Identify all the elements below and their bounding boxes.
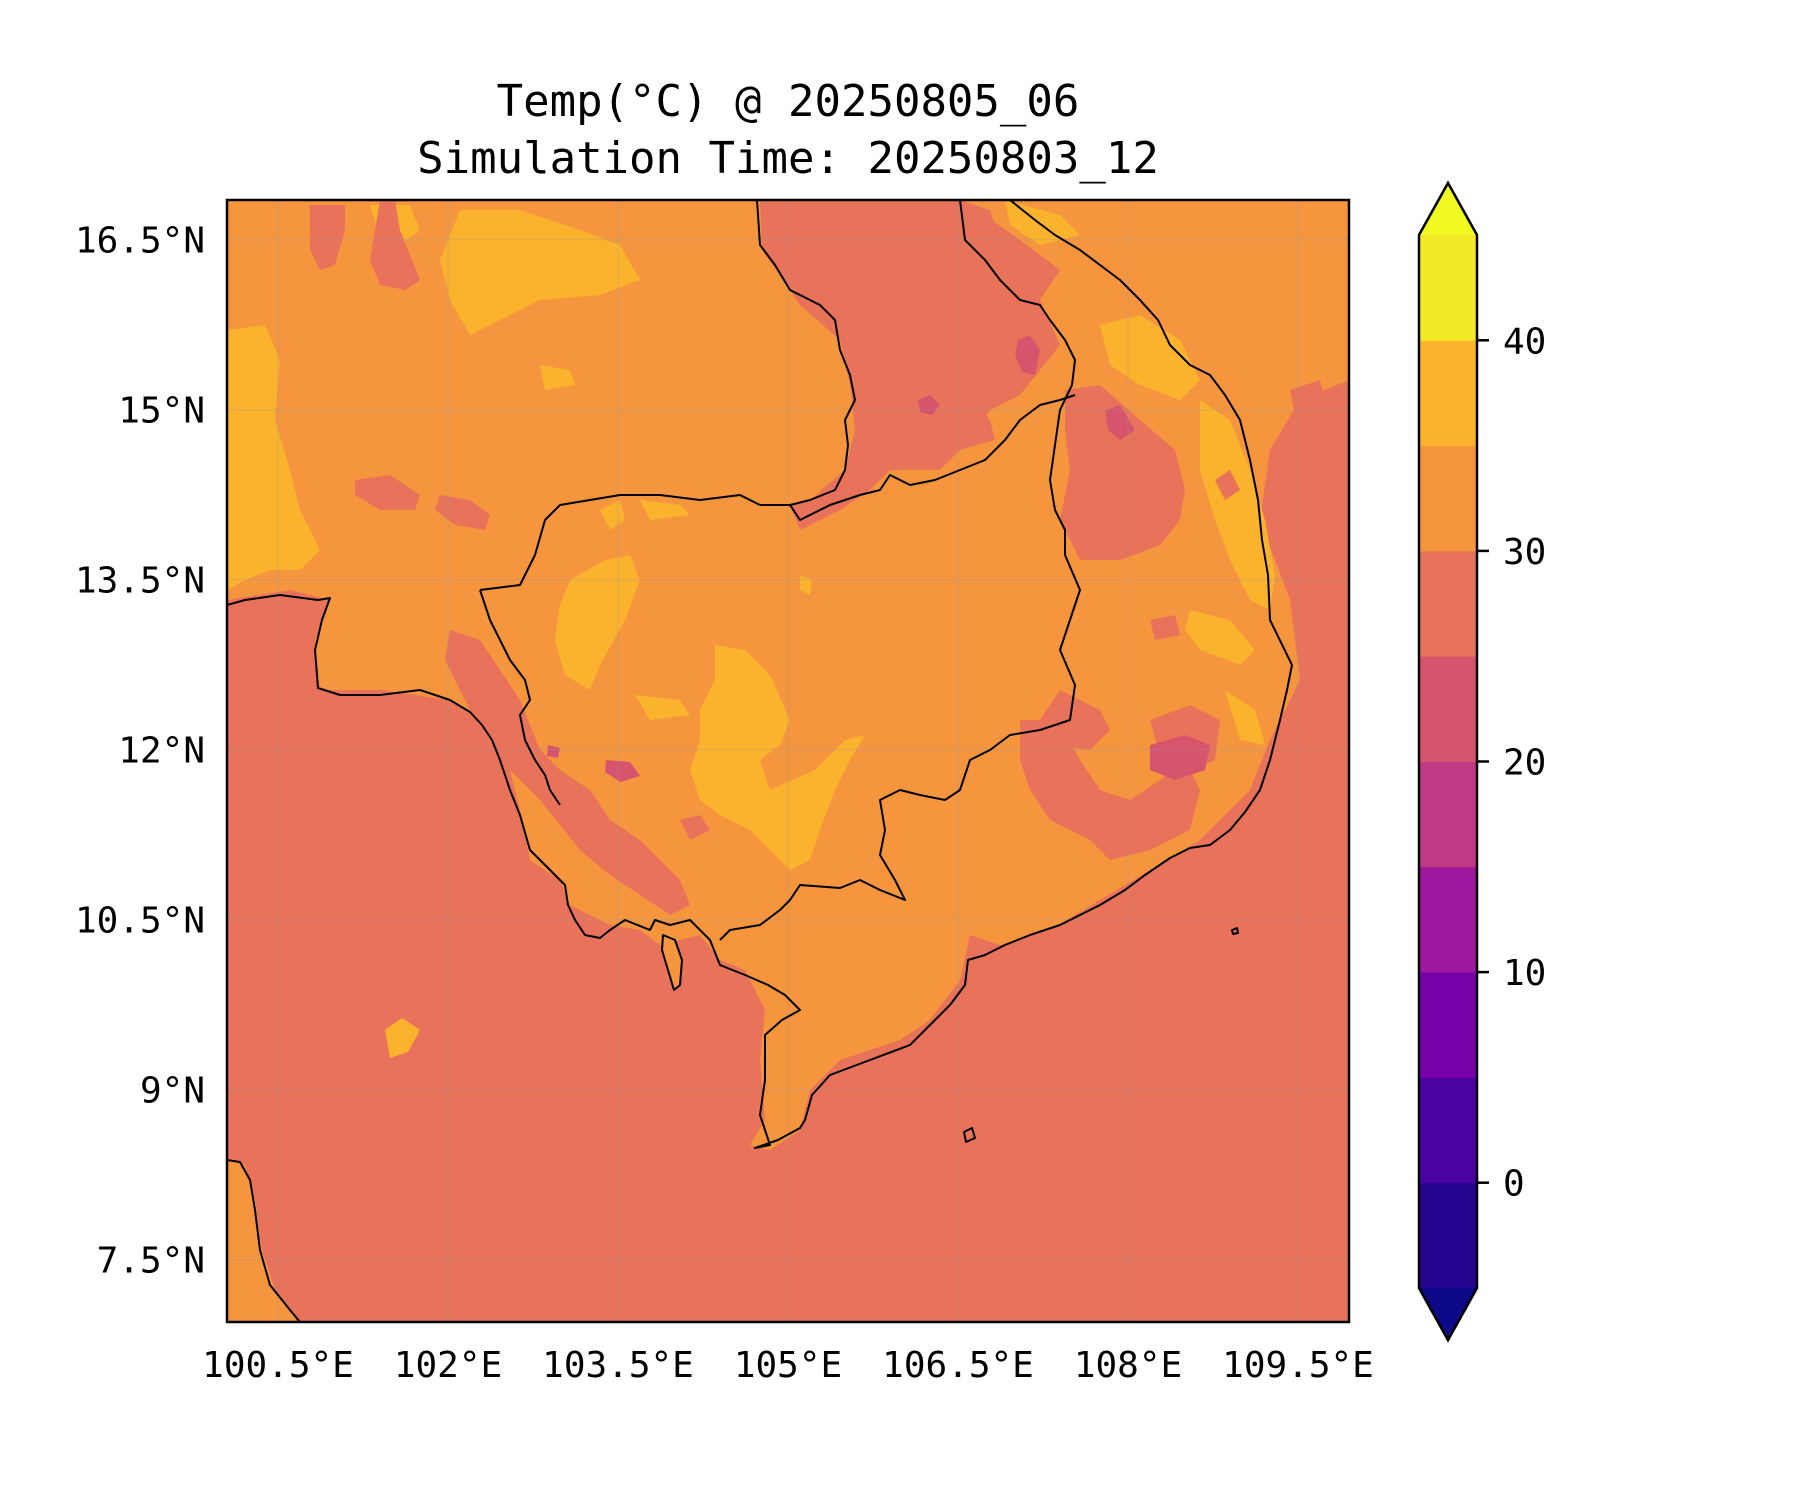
mild-patch: [1060, 385, 1185, 560]
colorbar-outline: [1417, 180, 1479, 1343]
mild-patch: [355, 475, 420, 510]
plot-title-line1: Temp(°C) @ 20250805_06: [497, 76, 1080, 127]
land-malay-peninsula: [227, 1160, 300, 1322]
mild-patch: [1150, 615, 1180, 640]
colorbar-segment: [1419, 761, 1477, 868]
colorbar-segment: [1419, 656, 1477, 762]
colorbar-tick-label: 30: [1503, 532, 1546, 573]
lon-tick-label: 102°E: [394, 1345, 502, 1386]
warm-patch: [635, 695, 690, 720]
mild-patch: [940, 200, 1000, 400]
mild-patch: [680, 815, 710, 840]
lon-tick-label: 103.5°E: [542, 1345, 694, 1386]
coast-small-island: [963, 1127, 976, 1143]
warm-patch: [1225, 690, 1265, 745]
coastline-gulf-of-thailand: [227, 200, 1293, 1149]
colorbar-segment: [1419, 340, 1477, 447]
lat-tick-label: 16.5°N: [75, 221, 205, 262]
cool-patch: [1105, 405, 1135, 440]
mild-patch: [370, 200, 420, 290]
warm-patch: [600, 500, 625, 530]
cool-patch: [547, 745, 560, 758]
cool-patch: [605, 760, 640, 782]
island-phu-quoc: [662, 935, 682, 990]
warm-patch: [555, 555, 640, 690]
lat-tick-label: 15°N: [118, 391, 205, 432]
colorbar-tick-label: 20: [1503, 743, 1546, 784]
border-thailand-cambodia-south: [479, 589, 561, 806]
cool-temperature-patches: [547, 335, 1210, 782]
colorbar-segment: [1419, 445, 1477, 552]
warm-patch: [640, 500, 690, 520]
coastlines-and-borders: [227, 200, 1293, 1322]
lat-tick-label: 12°N: [118, 731, 205, 772]
warm-patch: [440, 210, 640, 335]
mild-patch: [435, 495, 490, 530]
colorbar-tick-label: 40: [1503, 321, 1546, 362]
lon-tick-label: 109.5°E: [1222, 1345, 1374, 1386]
plot-title-line2: Simulation Time: 20250803_12: [417, 133, 1159, 184]
lat-tick-label: 7.5°N: [97, 1241, 205, 1282]
longitude-tick-labels: 100.5°E 102°E 103.5°E 105°E 106.5°E 108°E 109.…: [202, 1345, 1374, 1386]
cool-patch: [918, 395, 940, 415]
mild-patch: [900, 370, 995, 450]
lat-tick-label: 13.5°N: [75, 561, 205, 602]
colorbar-under-extension: [1419, 1288, 1477, 1340]
mild-temperature-patches: [310, 200, 1330, 915]
border-cambodia-vietnam: [719, 554, 1081, 941]
colorbar-segment: [1419, 1182, 1477, 1289]
warm-patch: [1100, 315, 1200, 400]
mild-patch: [310, 205, 345, 270]
mild-patch: [1290, 380, 1330, 440]
warm-patch: [1185, 610, 1255, 665]
coast-isle-east: [1231, 927, 1239, 935]
colorbar-segment: [1419, 972, 1477, 1078]
cool-patch: [1015, 335, 1040, 375]
colorbar-over-extension: [1419, 183, 1477, 235]
warm-patch: [227, 325, 320, 590]
lat-tick-label: 9°N: [140, 1071, 205, 1112]
temperature-colorbar: 0 10 20 30 40: [1417, 180, 1546, 1343]
warm-patch: [690, 645, 865, 870]
map-frame: [225, 198, 1351, 1324]
lon-tick-label: 100.5°E: [202, 1345, 354, 1386]
colorbar-segment: [1419, 866, 1477, 973]
warm-patch: [1200, 400, 1275, 610]
mild-patch: [445, 630, 690, 915]
coast-malay-peninsula: [227, 1159, 301, 1322]
warm-patch: [800, 575, 812, 595]
colorbar-tick-label: 10: [1503, 953, 1546, 994]
colorbar-tick-label: 0: [1503, 1164, 1525, 1205]
border-laos-vietnam: [959, 200, 1076, 555]
border-thailand-cambodia: [479, 394, 1076, 591]
cool-patch: [1150, 735, 1210, 780]
island-gulf-of-thailand: [385, 1018, 420, 1058]
coast-phu-quoc: [661, 934, 683, 991]
border-thailand-laos: [756, 200, 856, 506]
warm-patch: [540, 365, 575, 390]
lon-tick-label: 108°E: [1074, 1345, 1182, 1386]
latitude-tick-labels: 16.5°N 15°N 13.5°N 12°N 10.5°N 9°N 7.5°N: [75, 221, 205, 1282]
mild-patch: [1020, 720, 1200, 860]
lon-tick-label: 106.5°E: [882, 1345, 1034, 1386]
lon-tick-label: 105°E: [734, 1345, 842, 1386]
lat-tick-label: 10.5°N: [75, 901, 205, 942]
warm-temperature-patches: [227, 200, 1275, 870]
colorbar-segment: [1419, 235, 1477, 341]
colorbar-segment: [1419, 550, 1477, 657]
colorbar-segment: [1419, 1077, 1477, 1184]
mild-patch: [1215, 470, 1240, 500]
map-panel: [227, 200, 1349, 1322]
